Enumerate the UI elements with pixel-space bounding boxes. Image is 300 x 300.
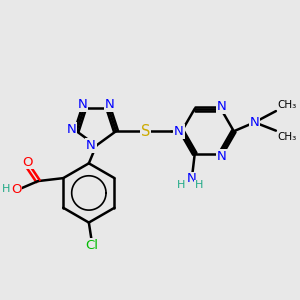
Text: O: O bbox=[11, 183, 22, 196]
Text: N: N bbox=[217, 100, 227, 113]
Text: N: N bbox=[86, 139, 96, 152]
Text: CH₃: CH₃ bbox=[278, 100, 297, 110]
Text: N: N bbox=[250, 116, 260, 129]
Text: H: H bbox=[195, 181, 203, 190]
Text: CH₃: CH₃ bbox=[278, 132, 297, 142]
Text: N: N bbox=[105, 98, 115, 111]
Text: O: O bbox=[22, 156, 33, 169]
Text: S: S bbox=[141, 124, 150, 139]
Text: H: H bbox=[2, 184, 10, 194]
Text: Cl: Cl bbox=[85, 239, 98, 252]
Text: N: N bbox=[187, 172, 197, 185]
Text: N: N bbox=[78, 98, 88, 111]
Text: N: N bbox=[66, 123, 76, 136]
Text: N: N bbox=[217, 150, 227, 163]
Text: H: H bbox=[177, 181, 186, 190]
Text: N: N bbox=[174, 125, 184, 138]
